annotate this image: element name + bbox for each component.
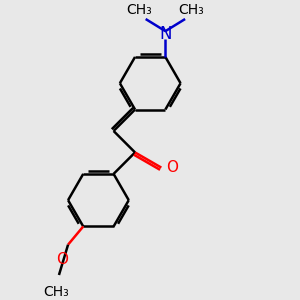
Text: O: O [56, 252, 68, 267]
Text: CH₃: CH₃ [178, 3, 204, 17]
Text: O: O [166, 160, 178, 175]
Text: CH₃: CH₃ [43, 285, 69, 299]
Text: N: N [159, 25, 172, 43]
Text: CH₃: CH₃ [127, 3, 152, 17]
